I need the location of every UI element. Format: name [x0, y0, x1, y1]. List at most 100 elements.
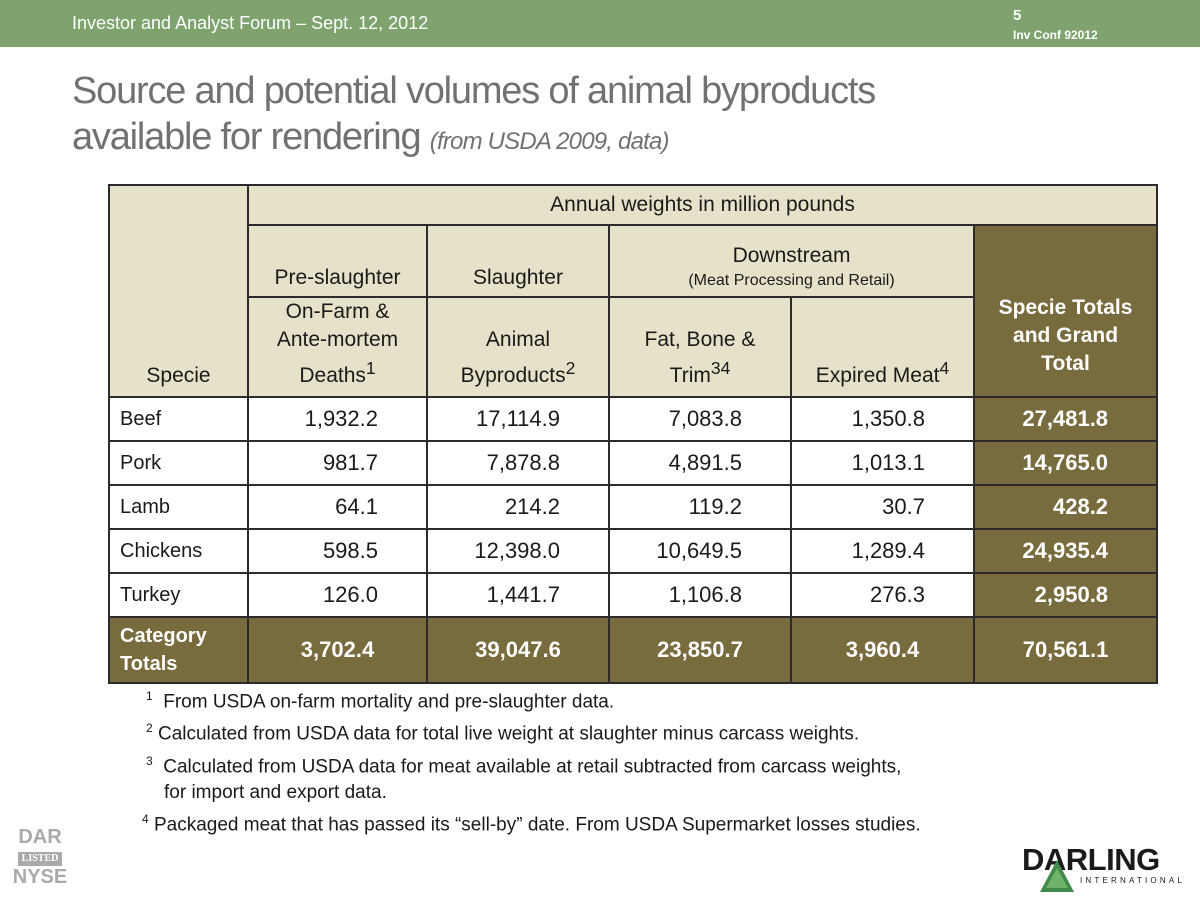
downstream-header: Downstream (Meat Processing and Retail) [608, 224, 975, 298]
category-label-line-2: Totals [120, 653, 178, 675]
grand-total: 70,561.1 [972, 616, 1159, 684]
expired-text: Expired Meat [815, 364, 940, 387]
specie-total-value: 2,950.8 [972, 572, 1159, 618]
table-row: Chickens 598.5 12,398.0 10,649.5 1,289.4… [108, 528, 1159, 574]
onfarm-line-3: Deaths1 [249, 354, 426, 390]
title-subtitle: (from USDA 2009, data) [429, 128, 670, 155]
animal-total: 39,047.6 [426, 616, 610, 684]
footnote-2: 2 Calculated from USDA data for total li… [146, 715, 1106, 747]
logo-triangle-icon [1040, 860, 1074, 892]
specie-name: Pork [108, 440, 249, 486]
footnotes: 1 From USDA on-farm mortality and pre-sl… [142, 683, 1106, 838]
totals-header-line-3: Total [1041, 352, 1090, 375]
expired-value: 1,289.4 [790, 528, 975, 574]
fat-line-2-text: Trim [669, 364, 711, 387]
pre-slaughter-header: Pre-slaughter [247, 224, 428, 298]
fat-value: 10,649.5 [608, 528, 792, 574]
specie-total-value: 24,935.4 [972, 528, 1159, 574]
logo-subtitle: INTERNATIONAL [1080, 876, 1186, 885]
fat-total: 23,850.7 [608, 616, 792, 684]
footnote-4: 4 Packaged meat that has passed its “sel… [142, 806, 1106, 838]
table-row: Turkey 126.0 1,441.7 1,106.8 276.3 2,950… [108, 572, 1159, 618]
specie-name: Turkey [108, 572, 249, 618]
table-row: Lamb 64.1 214.2 119.2 30.7 428.2 [108, 484, 1159, 530]
category-label-line-1: Category [120, 625, 207, 647]
footnote-text: From USDA on-farm mortality and pre-slau… [163, 691, 615, 713]
downstream-sublabel: (Meat Processing and Retail) [688, 272, 895, 289]
animal-value: 1,441.7 [426, 572, 610, 618]
fat-value: 119.2 [608, 484, 792, 530]
footnote-3: 3 Calculated from USDA data for meat ava… [146, 748, 1106, 780]
footnote-number: 4 [142, 811, 149, 826]
footnote-text: Calculated from USDA data for total live… [157, 723, 860, 745]
specie-header: Specie [108, 184, 249, 398]
expired-value: 1,350.8 [790, 396, 975, 442]
totals-header-line-1: Specie Totals [998, 296, 1133, 319]
category-totals-row: Category Totals 3,702.4 39,047.6 23,850.… [108, 616, 1159, 684]
footnote-number: 2 [146, 721, 153, 736]
specie-name: Chickens [108, 528, 249, 574]
top-banner: Investor and Analyst Forum – Sept. 12, 2… [0, 0, 1200, 47]
footnote-1: 1 From USDA on-farm mortality and pre-sl… [146, 683, 1106, 715]
slaughter-header: Slaughter [426, 224, 610, 298]
listed-badge: LISTED [17, 852, 63, 866]
slide-title: Source and potential volumes of animal b… [72, 68, 1072, 165]
onfarm-deaths-header: On-Farm & Ante-mortem Deaths1 [247, 296, 428, 398]
table-row: Beef 1,932.2 17,114.9 7,083.8 1,350.8 27… [108, 396, 1159, 442]
animal-value: 7,878.8 [426, 440, 610, 486]
animal-line-2-text: Byproducts [460, 364, 566, 387]
byproducts-table: Specie Annual weights in million pounds … [108, 184, 1159, 684]
animal-value: 12,398.0 [426, 528, 610, 574]
onfarm-line-3-text: Deaths [299, 364, 366, 387]
expired-value: 30.7 [790, 484, 975, 530]
conference-title: Investor and Analyst Forum – Sept. 12, 2… [72, 13, 429, 33]
onfarm-value: 1,932.2 [247, 396, 428, 442]
exchange-name: NYSE [12, 866, 68, 888]
animal-line-2: Byproducts2 [428, 354, 608, 390]
onfarm-total: 3,702.4 [247, 616, 428, 684]
animal-line-1: Animal [485, 328, 551, 351]
onfarm-line-1: On-Farm & [285, 300, 390, 323]
footnote-ref-34: 34 [710, 358, 731, 378]
footnote-ref-1: 1 [365, 358, 376, 378]
fat-value: 1,106.8 [608, 572, 792, 618]
specie-name: Lamb [108, 484, 249, 530]
specie-totals-header: Specie Totals and Grand Total [972, 224, 1159, 398]
fat-line-2: Trim34 [610, 354, 790, 390]
title-line-1: Source and potential volumes of animal b… [72, 70, 876, 112]
animal-byproducts-header: Animal Byproducts2 [426, 296, 610, 398]
title-line-2: available for rendering (from USDA 2009,… [72, 114, 1072, 165]
onfarm-value: 598.5 [247, 528, 428, 574]
specie-total-value: 428.2 [972, 484, 1159, 530]
footnote-ref-4: 4 [939, 358, 950, 378]
fat-value: 7,083.8 [608, 396, 792, 442]
ticker-symbol: DAR [18, 826, 62, 848]
onfarm-value: 126.0 [247, 572, 428, 618]
onfarm-value: 64.1 [247, 484, 428, 530]
animal-value: 214.2 [426, 484, 610, 530]
expired-value: 1,013.1 [790, 440, 975, 486]
footnote-number: 1 [146, 689, 153, 703]
footnote-text: Packaged meat that has passed its “sell-… [153, 814, 921, 836]
expired-total: 3,960.4 [790, 616, 975, 684]
annual-weights-header: Annual weights in million pounds [246, 184, 1159, 226]
expired-value: 276.3 [790, 572, 975, 618]
fat-bone-trim-header: Fat, Bone & Trim34 [608, 296, 792, 398]
footnote-3-continued: for import and export data. [164, 781, 387, 803]
page-number: 5 [1013, 7, 1022, 24]
specie-total-value: 27,481.8 [972, 396, 1159, 442]
category-totals-label: Category Totals [108, 616, 249, 684]
conference-code: Inv Conf 92012 [1013, 28, 1098, 42]
table-row: Pork 981.7 7,878.8 4,891.5 1,013.1 14,76… [108, 440, 1159, 486]
title-line-2-text: available for rendering [72, 116, 422, 158]
expired-meat-header: Expired Meat4 [790, 296, 975, 398]
animal-value: 17,114.9 [426, 396, 610, 442]
specie-name: Beef [108, 396, 249, 442]
fat-value: 4,891.5 [608, 440, 792, 486]
logo-wordmark: DARLING [1022, 842, 1160, 877]
darling-logo: DARLING INTERNATIONAL [1022, 842, 1187, 894]
footnote-ref-2: 2 [565, 358, 576, 378]
specie-total-value: 14,765.0 [972, 440, 1159, 486]
onfarm-line-2: Ante-mortem [276, 328, 399, 351]
downstream-label: Downstream [732, 244, 851, 267]
